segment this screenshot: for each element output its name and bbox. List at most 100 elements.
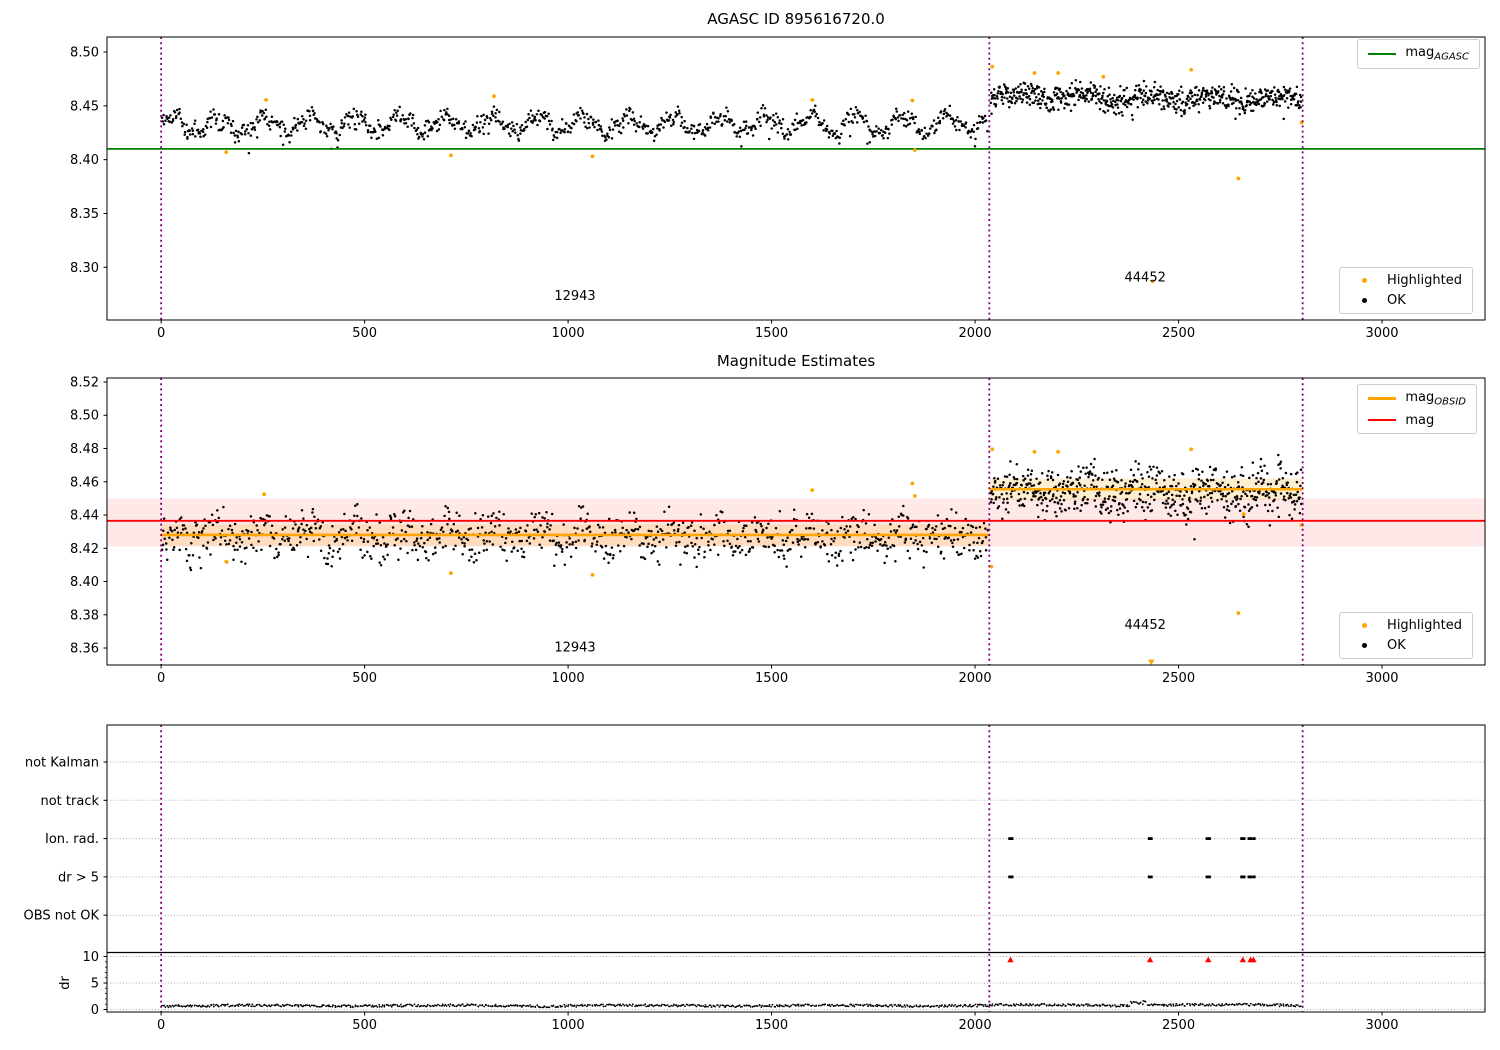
dr-axis-label: dr [58,976,73,990]
gridlines [107,761,1485,1010]
dr-tick-labels: 10 5 0 [82,950,107,1018]
svg-text:8.30: 8.30 [70,261,99,276]
x-tick-labels: 0 500 1000 1500 2000 2500 3000 [157,671,1399,686]
axes-frame [106,377,1486,669]
svg-text:8.36: 8.36 [70,642,99,657]
svg-text:0: 0 [157,671,165,686]
plot2-title: Magnitude Estimates [716,352,876,370]
ok-scatter [160,453,1303,572]
dr-clipped-triangles [1007,956,1257,963]
plot1-title: AGASC ID 895616720.0 [707,10,885,28]
svg-text:8.50: 8.50 [70,46,99,61]
svg-text:dr: dr [58,976,73,990]
ok-scatter [160,79,1303,155]
mag-line-swatch [1368,419,1397,422]
svg-text:8.50: 8.50 [70,409,99,424]
plot1-marker-legend: Highlighted OK [1339,267,1473,314]
svg-text:1000: 1000 [552,671,585,686]
highlighted-marker-swatch [1350,623,1378,628]
obsid-annotations: 12943 44452 [554,270,1166,304]
svg-text:1500: 1500 [755,1018,788,1033]
svg-text:0: 0 [91,1003,99,1018]
svg-text:3000: 3000 [1365,326,1398,341]
svg-text:8.38: 8.38 [70,608,99,623]
mag-obsid-line-swatch [1368,397,1397,401]
ok-marker-swatch [1350,643,1378,648]
dr-trace [161,1000,1302,1009]
svg-text:2000: 2000 [959,671,992,686]
svg-text:8.46: 8.46 [70,475,99,490]
mag-agasc-line-swatch [1368,52,1397,55]
svg-text:2500: 2500 [1162,1018,1195,1033]
svg-text:10: 10 [82,950,99,965]
svg-text:1000: 1000 [552,326,585,341]
svg-text:dr > 5: dr > 5 [58,870,99,885]
legend-label: Highlighted [1387,618,1462,633]
flag-markers [1008,837,1256,879]
legend-label: magOBSID [1405,390,1466,408]
mag-obsid-lines [161,487,1303,537]
obsid-boundary-vlines [160,725,1304,1012]
svg-text:1000: 1000 [552,1018,585,1033]
y-tick-labels: 8.52 8.50 8.48 8.46 8.44 8.42 8.40 8.38 8.36 [70,375,107,657]
legend-label: OK [1387,638,1406,653]
highlighted-scatter [224,64,1304,284]
svg-text:8.35: 8.35 [70,207,99,222]
svg-text:8.45: 8.45 [70,99,99,114]
highlighted-marker-swatch [1350,278,1378,283]
svg-text:1500: 1500 [755,671,788,686]
svg-text:8.48: 8.48 [70,442,99,457]
svg-text:OBS not OK: OBS not OK [24,909,100,924]
legend-row-mag-agasc: magAGASC [1368,45,1469,63]
obsid-boundary-vlines [160,378,1304,665]
plot2-marker-legend: Highlighted OK [1339,612,1473,659]
svg-text:Ion. rad.: Ion. rad. [45,832,99,847]
x-tick-labels: 0 500 1000 1500 2000 2500 3000 [157,326,1399,341]
flag-tick-labels: not Kalman not track Ion. rad. dr > 5 OBS no… [24,756,107,924]
svg-text:0: 0 [157,1018,165,1033]
plot1-line-legend: magAGASC [1357,39,1480,69]
svg-text:8.52: 8.52 [70,375,99,390]
svg-text:5: 5 [91,977,99,992]
legend-row-highlighted: Highlighted [1350,618,1462,633]
legend-row-mag-obsid: magOBSID [1368,390,1466,408]
obsid-annotations: 12943 44452 [554,618,1166,655]
obsid-boundary-vlines [160,37,1304,320]
legend-label: mag [1405,412,1435,428]
legend-row-ok: OK [1350,638,1462,653]
svg-text:8.44: 8.44 [70,509,99,524]
svg-text:3000: 3000 [1365,1018,1398,1033]
svg-text:2500: 2500 [1162,671,1195,686]
svg-text:500: 500 [352,326,377,341]
svg-text:500: 500 [352,1018,377,1033]
svg-text:not track: not track [40,794,99,809]
svg-text:8.42: 8.42 [70,542,99,557]
svg-text:12943: 12943 [554,640,595,655]
flags-dr-plot: 0 500 1000 1500 2000 2500 3000 not Kalman not tr… [24,724,1486,1033]
plot2-line-legend: magOBSID mag [1357,384,1477,434]
svg-text:2500: 2500 [1162,326,1195,341]
svg-text:12943: 12943 [554,289,595,304]
svg-text:0: 0 [157,326,165,341]
legend-label: OK [1387,293,1406,308]
legend-label: Highlighted [1387,273,1462,288]
axes-frame [106,724,1486,1016]
svg-text:44452: 44452 [1125,618,1166,633]
svg-text:8.40: 8.40 [70,575,99,590]
svg-text:not Kalman: not Kalman [25,756,99,771]
legend-row-ok: OK [1350,293,1462,308]
ok-marker-swatch [1350,298,1378,303]
x-tick-labels: 0 500 1000 1500 2000 2500 3000 [157,1018,1399,1033]
legend-row-highlighted: Highlighted [1350,273,1462,288]
legend-label: magAGASC [1405,45,1469,63]
svg-text:500: 500 [352,671,377,686]
legend-row-mag: mag [1368,413,1466,428]
svg-text:1500: 1500 [755,326,788,341]
highlighted-scatter [224,447,1304,666]
y-tick-labels: 8.50 8.45 8.40 8.35 8.30 [70,46,107,276]
svg-text:3000: 3000 [1365,671,1398,686]
svg-text:2000: 2000 [959,326,992,341]
